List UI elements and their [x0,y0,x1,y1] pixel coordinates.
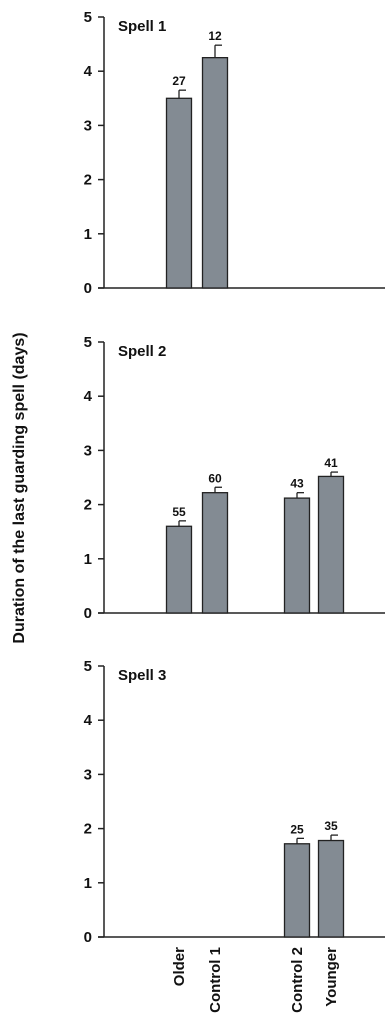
y-tick-label: 1 [84,551,92,568]
bar-control-1 [201,492,229,614]
y-tick-label: 1 [84,226,92,243]
y-tick-label: 4 [84,63,93,80]
bar-older [165,97,193,289]
category-labels: Older Control 1 Control 2 Younger [171,947,340,1013]
panel-title: Spell 3 [118,667,166,684]
bar-control-1 [201,57,229,289]
sample-size-label: 35 [324,819,338,833]
sample-size-label: 43 [290,477,304,491]
bar-older [165,525,193,614]
sample-size-label: 12 [208,29,222,43]
y-tick-label: 2 [84,821,92,838]
y-tick-label: 3 [84,766,92,783]
bar-younger [317,839,345,938]
y-tick-label: 3 [84,442,92,459]
sample-size-label: 55 [172,505,186,519]
y-tick-label: 0 [84,929,92,946]
panel-title: Spell 2 [118,343,166,360]
y-tick-label: 5 [84,334,92,351]
category-label-older: Older [171,947,188,986]
y-tick-label: 3 [84,117,92,134]
bar-younger [317,475,345,614]
bar-control-2 [283,843,311,938]
sample-size-label: 27 [172,74,186,88]
y-tick-label: 0 [84,605,92,622]
y-tick-label: 0 [84,280,92,297]
y-tick-label: 5 [84,658,92,675]
y-tick-label: 4 [84,388,93,405]
y-tick-label: 5 [84,9,92,26]
panel-2: 0 1 2 3 4 5 Spell 2 55 60 43 41 [84,334,385,622]
y-tick-label: 4 [84,712,93,729]
sample-size-label: 41 [324,456,338,470]
category-label-control-2: Control 2 [289,947,306,1013]
sample-size-label: 60 [208,471,222,485]
panel-title: Spell 1 [118,18,166,35]
bar-control-2 [283,497,311,614]
y-tick-label: 2 [84,172,92,189]
panel-3: 0 1 2 3 4 5 Spell 3 25 35 [84,658,385,946]
sample-size-label: 25 [290,822,304,836]
category-label-younger: Younger [323,947,340,1007]
y-tick-label: 2 [84,497,92,514]
y-axis-label: Duration of the last guarding spell (day… [11,332,28,643]
y-tick-label: 1 [84,875,92,892]
category-label-control-1: Control 1 [207,947,224,1013]
